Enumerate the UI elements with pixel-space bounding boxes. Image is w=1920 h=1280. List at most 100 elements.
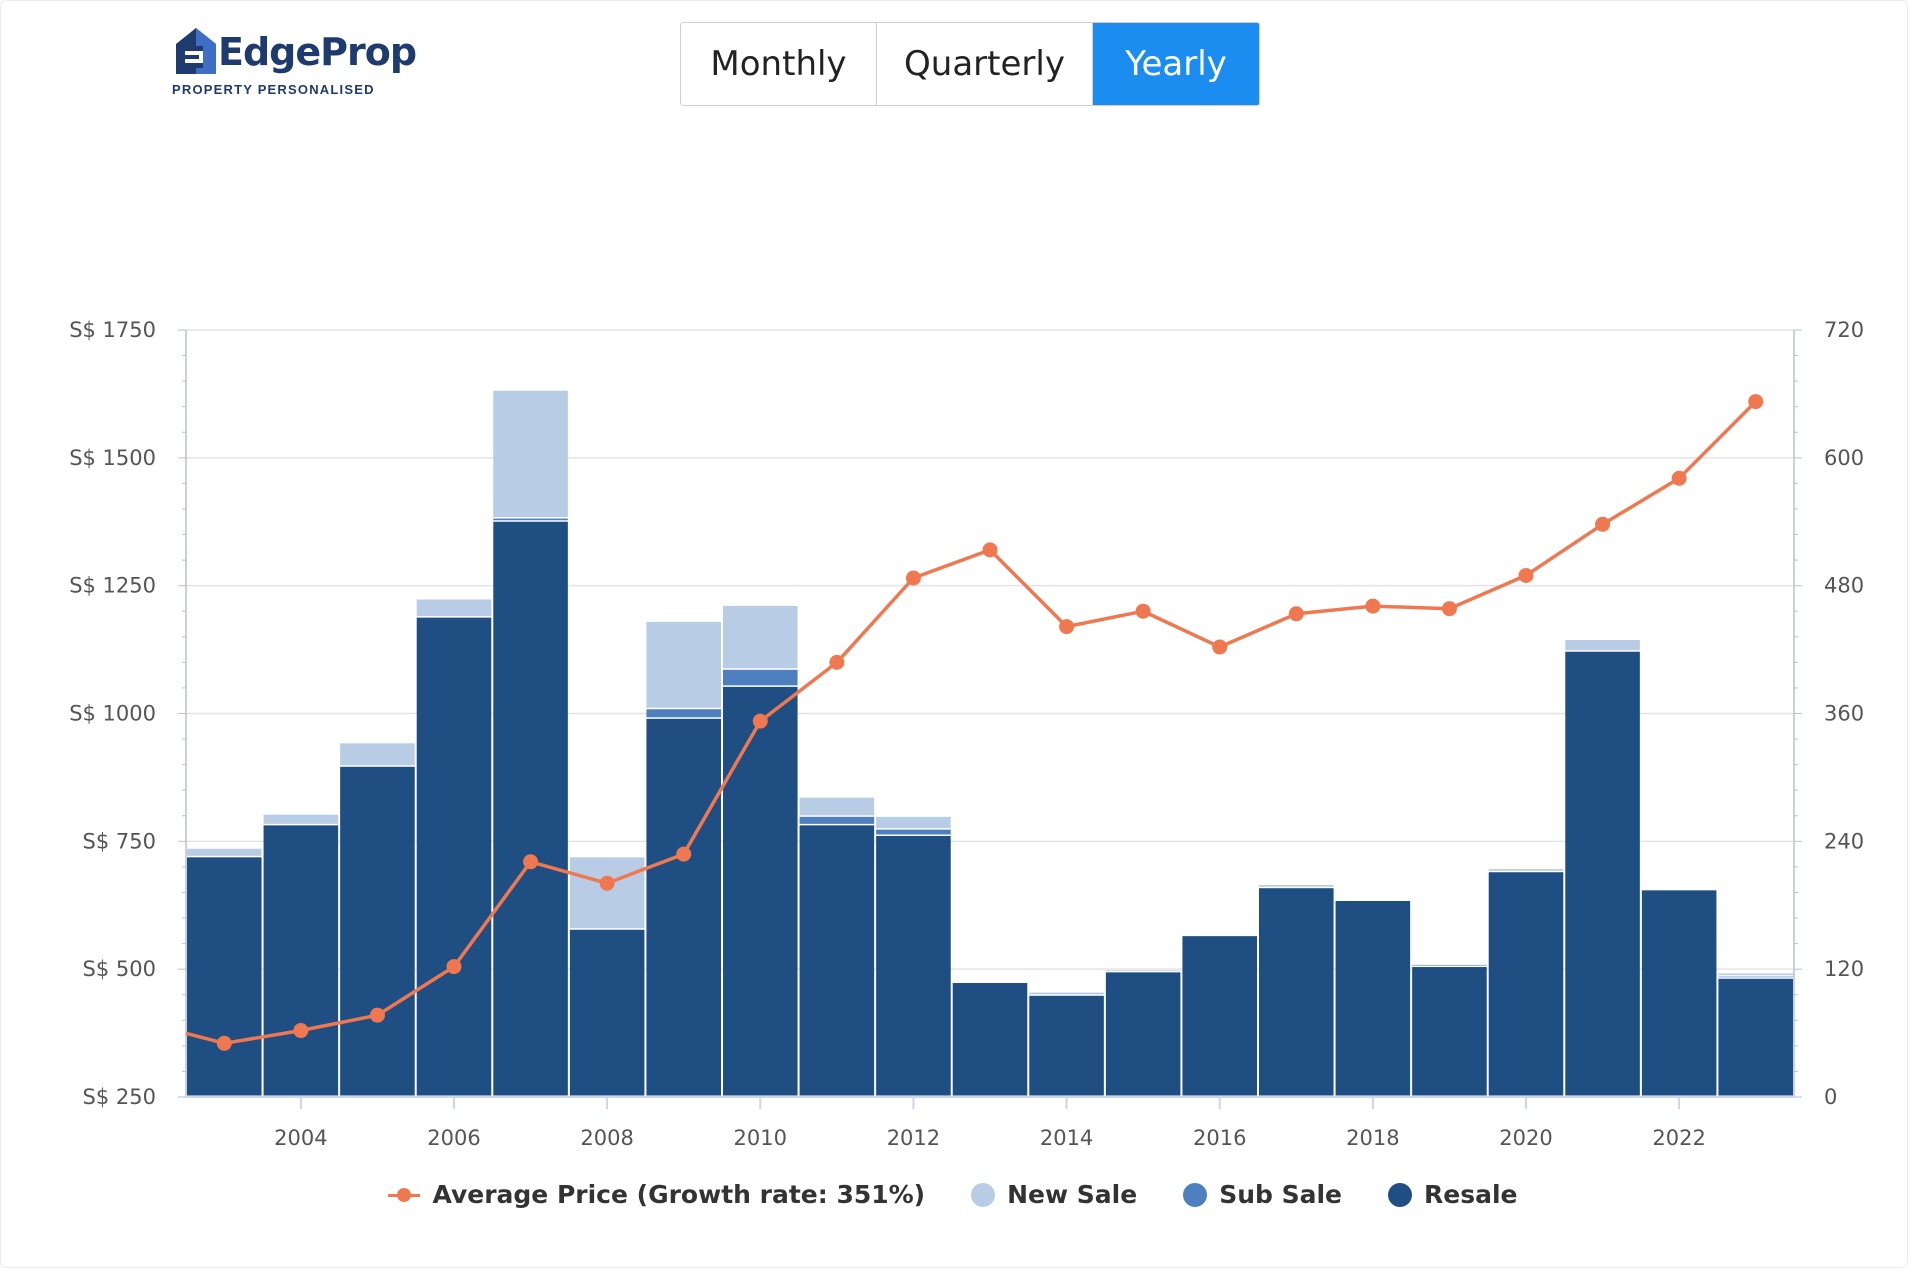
bar-resale <box>1335 900 1411 1096</box>
bar-resale <box>723 686 798 1096</box>
average-price-point <box>905 570 921 586</box>
bar-resale <box>1565 651 1640 1096</box>
bar-sub-sale <box>723 669 798 686</box>
average-price-point <box>1288 606 1304 622</box>
legend-resale-label: Resale <box>1424 1180 1518 1209</box>
bar-resale <box>1029 995 1104 1096</box>
average-price-point <box>1441 601 1457 617</box>
bar-resale <box>876 836 951 1096</box>
period-monthly-button[interactable]: Monthly <box>681 23 877 105</box>
bar-sub-sale <box>646 709 721 718</box>
bar-resale <box>263 825 339 1096</box>
average-price-point <box>1518 567 1534 583</box>
bar-new-sale <box>569 857 645 929</box>
y-left-tick-label: S$ 750 <box>83 829 156 853</box>
line-marker-icon <box>388 1183 421 1207</box>
bar-new-sale <box>646 621 721 708</box>
average-price-point <box>369 1007 385 1023</box>
y-left-tick-label: S$ 1000 <box>69 702 156 726</box>
bar-resale <box>416 617 492 1096</box>
bar-resale <box>569 929 645 1096</box>
average-price-point <box>1212 639 1228 655</box>
bar-resale <box>1488 872 1564 1096</box>
bar-resale <box>187 857 262 1096</box>
bar-new-sale <box>1488 869 1564 871</box>
bar-new-sale <box>493 390 568 518</box>
y-right-tick-label: 0 <box>1824 1085 1837 1109</box>
bar-sub-sale <box>1412 964 1487 966</box>
bar-resale <box>1641 890 1717 1096</box>
logo-tagline: PROPERTY PERSONALISED <box>172 82 375 97</box>
bar-sub-sale <box>876 829 951 835</box>
average-price-point <box>1135 603 1151 619</box>
period-quarterly-button[interactable]: Quarterly <box>877 23 1093 105</box>
y-left-tick-label: S$ 500 <box>83 957 156 981</box>
average-price-point <box>293 1023 309 1039</box>
bar-new-sale <box>416 599 492 617</box>
y-right-tick-label: 720 <box>1824 318 1864 342</box>
x-tick-label: 2020 <box>1499 1126 1552 1150</box>
logo-word-suffix: Prop <box>320 30 417 74</box>
bar-resale <box>340 766 415 1096</box>
bar-resale <box>1259 888 1334 1096</box>
legend-sub-sale[interactable]: Sub Sale <box>1183 1180 1342 1209</box>
x-tick-label: 2022 <box>1652 1126 1705 1150</box>
x-tick-label: 2014 <box>1040 1126 1093 1150</box>
x-tick-label: 2012 <box>887 1126 940 1150</box>
bar-resale <box>1412 967 1487 1096</box>
average-price-point <box>523 854 539 870</box>
period-toggle: Monthly Quarterly Yearly <box>680 22 1260 106</box>
legend-sub-sale-label: Sub Sale <box>1219 1180 1343 1209</box>
y-right-tick-label: 360 <box>1824 702 1864 726</box>
y-left-tick-label: S$ 250 <box>83 1085 156 1109</box>
y-left-tick-label: S$ 1250 <box>69 574 156 598</box>
axes <box>178 329 1802 1109</box>
y-left-tick-label: S$ 1750 <box>69 318 156 342</box>
bar-new-sale <box>340 743 415 766</box>
edgeprop-logo[interactable]: EdgeProp PROPERTY PERSONALISED <box>170 20 417 100</box>
x-tick-label: 2016 <box>1193 1126 1246 1150</box>
price-volume-chart: S$ 250 0 S$ 500 120 S$ 750 240 S$ 1000 360 S$ 12… <box>69 318 1864 1150</box>
chart-legend: Average Price (Growth rate: 351%) New Sa… <box>0 1180 1906 1209</box>
average-price-point <box>1748 394 1764 410</box>
y-right-tick-label: 600 <box>1824 446 1864 470</box>
legend-average-price[interactable]: Average Price (Growth rate: 351%) <box>388 1180 925 1209</box>
period-yearly-button[interactable]: Yearly <box>1093 23 1259 105</box>
bar-new-sale <box>187 848 262 856</box>
bar-new-sale <box>1718 973 1793 976</box>
logo-wordmark: EdgeProp <box>218 30 417 74</box>
x-tick-label: 2004 <box>274 1126 327 1150</box>
legend-average-price-label: Average Price (Growth rate: 351%) <box>432 1180 926 1209</box>
logo-word-prefix: Edge <box>218 30 321 74</box>
bar-new-sale <box>1029 992 1104 995</box>
average-price-line <box>185 394 1764 1051</box>
axis-labels: S$ 250 0 S$ 500 120 S$ 750 240 S$ 1000 360 S$ 12… <box>69 318 1864 1150</box>
bar-new-sale <box>1565 639 1640 651</box>
legend-new-sale[interactable]: New Sale <box>971 1180 1137 1209</box>
bar-new-sale <box>1105 970 1181 971</box>
average-price-point <box>216 1035 232 1051</box>
y-left-tick-label: S$ 1500 <box>69 446 156 470</box>
average-price-point <box>676 846 692 862</box>
bar-resale <box>1105 972 1181 1096</box>
bar-new-sale <box>799 797 875 816</box>
bar-resale <box>646 718 721 1096</box>
legend-resale[interactable]: Resale <box>1388 1180 1518 1209</box>
y-right-tick-label: 120 <box>1824 957 1864 981</box>
house-icon <box>176 28 216 74</box>
bar-resale <box>799 825 875 1096</box>
average-price-point <box>1671 470 1687 486</box>
y-right-tick-label: 480 <box>1824 574 1864 598</box>
average-price-point <box>446 959 462 975</box>
new-sale-dot-icon <box>971 1182 996 1207</box>
average-price-point <box>829 654 845 670</box>
resale-dot-icon <box>1388 1182 1413 1207</box>
average-price-point <box>1595 516 1611 532</box>
y-right-tick-label: 240 <box>1824 829 1864 853</box>
bar-new-sale <box>723 605 798 669</box>
bar-resale <box>493 521 568 1096</box>
average-price-point <box>1059 619 1075 635</box>
average-price-point <box>1365 598 1381 614</box>
bar-resale <box>1182 936 1257 1096</box>
